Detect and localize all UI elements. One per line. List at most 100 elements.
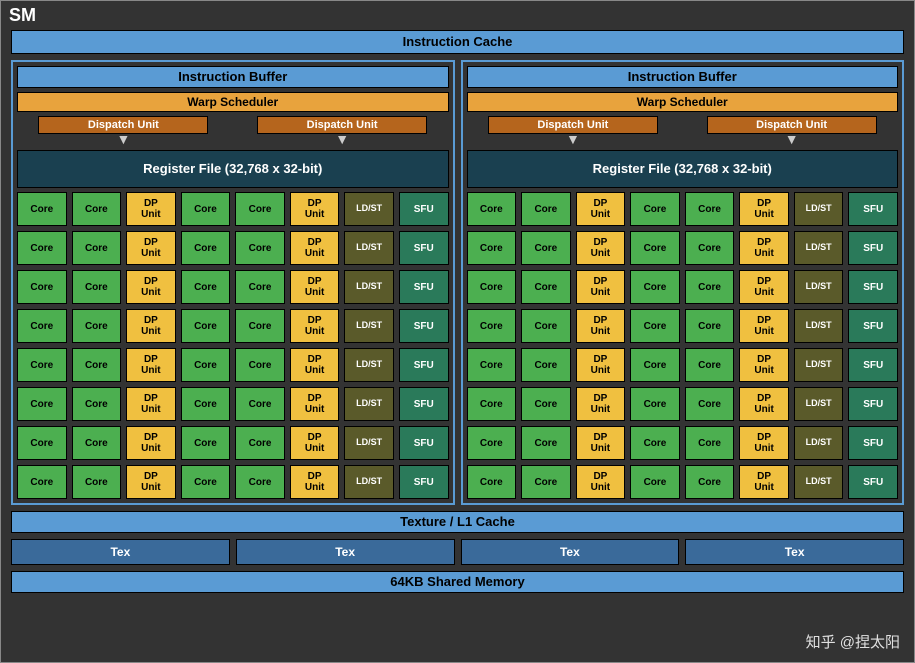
- arrow-down-icon: ▼: [335, 134, 349, 146]
- core-unit: Core: [685, 387, 735, 421]
- dp-unit: DPUnit: [290, 192, 340, 226]
- sfu-unit: SFU: [399, 231, 449, 265]
- ldst-unit: LD/ST: [344, 387, 394, 421]
- core-row: CoreCoreDPUnitCoreCoreDPUnitLD/STSFU: [467, 270, 899, 304]
- dp-unit: DPUnit: [576, 387, 626, 421]
- ldst-unit: LD/ST: [794, 348, 844, 382]
- core-unit: Core: [17, 426, 67, 460]
- dp-unit: DPUnit: [290, 426, 340, 460]
- core-unit: Core: [17, 192, 67, 226]
- tex-unit: Tex: [461, 539, 680, 565]
- core-row: CoreCoreDPUnitCoreCoreDPUnitLD/STSFU: [17, 465, 449, 499]
- core-unit: Core: [685, 270, 735, 304]
- ldst-unit: LD/ST: [344, 309, 394, 343]
- dp-unit: DPUnit: [290, 309, 340, 343]
- core-row: CoreCoreDPUnitCoreCoreDPUnitLD/STSFU: [467, 387, 899, 421]
- dp-unit: DPUnit: [290, 348, 340, 382]
- shared-memory-bar: 64KB Shared Memory: [11, 571, 904, 593]
- dp-unit: DPUnit: [576, 270, 626, 304]
- register-file: Register File (32,768 x 32-bit): [17, 150, 449, 188]
- core-unit: Core: [630, 387, 680, 421]
- core-unit: Core: [685, 348, 735, 382]
- sm-frame: SM Instruction Cache Instruction BufferW…: [0, 0, 915, 663]
- core-unit: Core: [521, 192, 571, 226]
- core-unit: Core: [685, 465, 735, 499]
- dispatch-column: Dispatch Unit▼: [236, 116, 449, 146]
- sfu-unit: SFU: [848, 270, 898, 304]
- core-unit: Core: [630, 231, 680, 265]
- core-unit: Core: [17, 387, 67, 421]
- ldst-unit: LD/ST: [344, 348, 394, 382]
- sfu-unit: SFU: [848, 387, 898, 421]
- dp-unit: DPUnit: [126, 348, 176, 382]
- core-unit: Core: [17, 465, 67, 499]
- sfu-unit: SFU: [399, 387, 449, 421]
- dp-unit: DPUnit: [576, 309, 626, 343]
- dp-unit: DPUnit: [126, 270, 176, 304]
- core-unit: Core: [235, 270, 285, 304]
- core-unit: Core: [521, 231, 571, 265]
- core-unit: Core: [521, 426, 571, 460]
- ldst-unit: LD/ST: [794, 309, 844, 343]
- core-unit: Core: [630, 426, 680, 460]
- core-unit: Core: [235, 231, 285, 265]
- core-unit: Core: [181, 231, 231, 265]
- core-row: CoreCoreDPUnitCoreCoreDPUnitLD/STSFU: [17, 387, 449, 421]
- core-unit: Core: [181, 270, 231, 304]
- core-unit: Core: [72, 387, 122, 421]
- core-unit: Core: [17, 231, 67, 265]
- dp-unit: DPUnit: [126, 231, 176, 265]
- instruction-buffer-bar: Instruction Buffer: [467, 66, 899, 88]
- core-row: CoreCoreDPUnitCoreCoreDPUnitLD/STSFU: [17, 426, 449, 460]
- sfu-unit: SFU: [399, 309, 449, 343]
- instruction-buffer-bar: Instruction Buffer: [17, 66, 449, 88]
- sfu-unit: SFU: [848, 309, 898, 343]
- core-unit: Core: [685, 231, 735, 265]
- watermark-text: 知乎 @捏太阳: [806, 631, 900, 652]
- dp-unit: DPUnit: [126, 192, 176, 226]
- sfu-unit: SFU: [399, 270, 449, 304]
- warp-scheduler-bar: Warp Scheduler: [17, 92, 449, 112]
- core-row: CoreCoreDPUnitCoreCoreDPUnitLD/STSFU: [17, 309, 449, 343]
- core-unit: Core: [467, 426, 517, 460]
- tex-row: TexTexTexTex: [11, 539, 904, 565]
- core-unit: Core: [630, 348, 680, 382]
- dp-unit: DPUnit: [739, 465, 789, 499]
- arrow-down-icon: ▼: [116, 134, 130, 146]
- tex-unit: Tex: [236, 539, 455, 565]
- core-unit: Core: [630, 309, 680, 343]
- sfu-unit: SFU: [848, 348, 898, 382]
- dp-unit: DPUnit: [576, 348, 626, 382]
- core-row: CoreCoreDPUnitCoreCoreDPUnitLD/STSFU: [467, 231, 899, 265]
- dp-unit: DPUnit: [290, 387, 340, 421]
- dp-unit: DPUnit: [290, 270, 340, 304]
- core-unit: Core: [467, 348, 517, 382]
- texture-l1-bar: Texture / L1 Cache: [11, 511, 904, 533]
- dp-unit: DPUnit: [739, 192, 789, 226]
- core-unit: Core: [235, 348, 285, 382]
- dp-unit: DPUnit: [290, 465, 340, 499]
- dp-unit: DPUnit: [576, 231, 626, 265]
- sfu-unit: SFU: [399, 465, 449, 499]
- tex-unit: Tex: [685, 539, 904, 565]
- sfu-unit: SFU: [399, 348, 449, 382]
- ldst-unit: LD/ST: [794, 426, 844, 460]
- core-unit: Core: [17, 270, 67, 304]
- core-unit: Core: [521, 270, 571, 304]
- dp-unit: DPUnit: [739, 387, 789, 421]
- core-unit: Core: [17, 348, 67, 382]
- sfu-unit: SFU: [848, 231, 898, 265]
- ldst-unit: LD/ST: [794, 270, 844, 304]
- core-unit: Core: [72, 192, 122, 226]
- core-unit: Core: [467, 387, 517, 421]
- register-file: Register File (32,768 x 32-bit): [467, 150, 899, 188]
- core-unit: Core: [235, 387, 285, 421]
- ldst-unit: LD/ST: [344, 231, 394, 265]
- dispatch-column: Dispatch Unit▼: [467, 116, 680, 146]
- core-unit: Core: [630, 192, 680, 226]
- dp-unit: DPUnit: [739, 348, 789, 382]
- dp-unit: DPUnit: [739, 426, 789, 460]
- ldst-unit: LD/ST: [794, 192, 844, 226]
- core-unit: Core: [72, 270, 122, 304]
- core-unit: Core: [181, 348, 231, 382]
